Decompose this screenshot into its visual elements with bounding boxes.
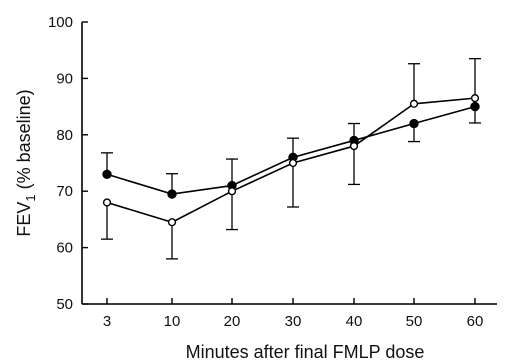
x-tick-label: 3: [103, 313, 111, 330]
data-point-open: [167, 218, 177, 227]
x-axis-title: Minutes after final FMLP dose: [186, 342, 425, 362]
x-tick-label: 30: [285, 313, 302, 330]
x-tick-label: 40: [346, 313, 363, 330]
y-tick-label: 80: [56, 127, 73, 144]
data-point-open: [227, 187, 237, 196]
chart-marks: [101, 58, 481, 260]
y-axis-title-subscript: 1: [23, 194, 38, 201]
data-point-open: [470, 94, 480, 103]
x-tick-label: 10: [164, 313, 181, 330]
x-tick-label: 50: [406, 313, 423, 330]
data-point-open: [409, 99, 419, 108]
y-axis-title: FEV1 (% baseline): [14, 89, 38, 236]
x-tick-label: 20: [224, 313, 241, 330]
data-point-filled: [409, 118, 419, 129]
data-point-open: [102, 198, 112, 207]
y-tick-label: 90: [56, 70, 73, 87]
y-tick-label: 60: [56, 240, 73, 257]
axes: 50 60 70 80 90 100 3 10 20 30 40 50 60: [48, 14, 497, 330]
y-axis-title-rest: (% baseline): [14, 89, 34, 194]
y-tick-label: 70: [56, 183, 73, 200]
data-point-filled: [167, 189, 177, 199]
data-point-open: [288, 158, 298, 168]
y-axis-title-main: FEV: [14, 202, 34, 237]
series-line-filled: [106, 105, 476, 195]
data-point-open: [349, 141, 359, 151]
x-tick-label: 60: [467, 313, 484, 330]
data-point-filled: [102, 169, 112, 179]
y-tick-label: 50: [56, 296, 73, 313]
y-tick-label: 100: [48, 14, 73, 31]
data-point-filled: [470, 101, 480, 112]
